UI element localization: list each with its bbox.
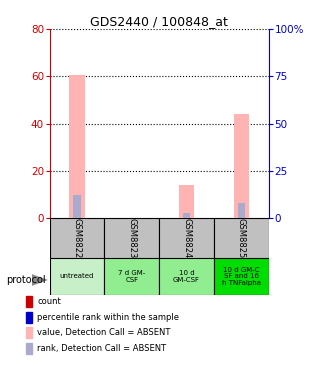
Text: 10 d
GM-CSF: 10 d GM-CSF bbox=[173, 270, 200, 283]
Bar bbox=[159, 218, 214, 258]
Bar bbox=[183, 213, 190, 218]
Polygon shape bbox=[32, 274, 48, 286]
Bar bbox=[50, 258, 104, 295]
Bar bbox=[237, 203, 245, 218]
Bar bbox=[104, 218, 159, 258]
Text: GSM8822: GSM8822 bbox=[73, 218, 82, 258]
Bar bbox=[214, 218, 269, 258]
Text: count: count bbox=[37, 298, 61, 306]
Bar bbox=[73, 195, 81, 218]
Text: 10 d GM-C
SF and 16
h TNFalpha: 10 d GM-C SF and 16 h TNFalpha bbox=[222, 267, 261, 286]
Bar bbox=[69, 75, 85, 218]
Text: 7 d GM-
CSF: 7 d GM- CSF bbox=[118, 270, 145, 283]
Text: untreated: untreated bbox=[60, 273, 94, 279]
Text: GSM8824: GSM8824 bbox=[182, 218, 191, 258]
Bar bbox=[159, 258, 214, 295]
Text: GSM8823: GSM8823 bbox=[127, 218, 136, 258]
Text: GSM8825: GSM8825 bbox=[237, 218, 246, 258]
Title: GDS2440 / 100848_at: GDS2440 / 100848_at bbox=[90, 15, 228, 28]
Bar bbox=[104, 258, 159, 295]
Text: value, Detection Call = ABSENT: value, Detection Call = ABSENT bbox=[37, 328, 171, 337]
Bar bbox=[234, 114, 249, 218]
Bar bbox=[179, 185, 194, 218]
Text: protocol: protocol bbox=[6, 275, 46, 285]
Text: percentile rank within the sample: percentile rank within the sample bbox=[37, 313, 179, 322]
Text: rank, Detection Call = ABSENT: rank, Detection Call = ABSENT bbox=[37, 344, 166, 352]
Bar bbox=[50, 218, 104, 258]
Bar bbox=[214, 258, 269, 295]
